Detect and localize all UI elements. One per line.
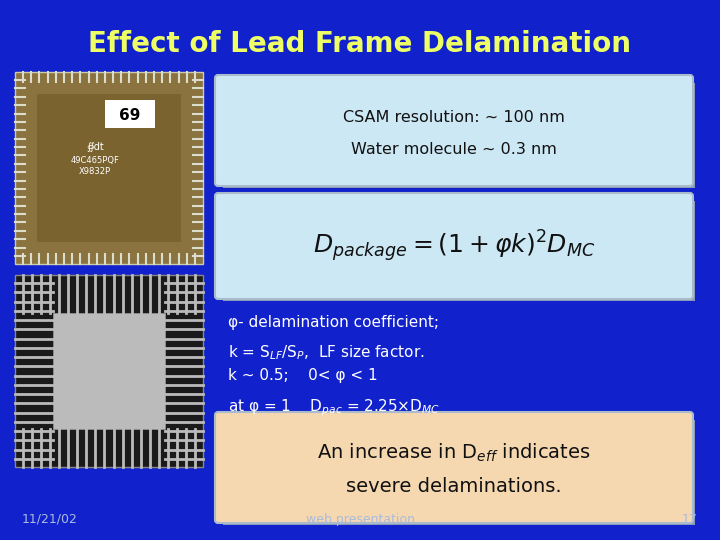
Text: k = S$_{LF}$/S$_{P}$,  LF size factor.: k = S$_{LF}$/S$_{P}$, LF size factor. bbox=[228, 343, 425, 362]
Bar bbox=[105, 100, 155, 128]
Text: at φ = 1    D$_{pac}$ = 2.25×D$_{MC}$: at φ = 1 D$_{pac}$ = 2.25×D$_{MC}$ bbox=[228, 397, 440, 417]
FancyBboxPatch shape bbox=[215, 75, 693, 186]
Bar bbox=[53, 313, 165, 429]
FancyBboxPatch shape bbox=[215, 193, 693, 299]
Bar bbox=[223, 83, 695, 188]
Bar bbox=[37, 94, 181, 242]
Text: $D_{package} = \left(1 + \varphi k\right)^2 D_{MC}$: $D_{package} = \left(1 + \varphi k\right… bbox=[312, 228, 595, 264]
FancyBboxPatch shape bbox=[215, 412, 693, 523]
Text: Effect of Lead Frame Delamination: Effect of Lead Frame Delamination bbox=[89, 30, 631, 58]
Text: ∯dt: ∯dt bbox=[86, 142, 104, 152]
Text: k ~ 0.5;    0< φ < 1: k ~ 0.5; 0< φ < 1 bbox=[228, 368, 377, 383]
Text: 11/21/02: 11/21/02 bbox=[22, 513, 78, 526]
Text: φ- delamination coefficient;: φ- delamination coefficient; bbox=[228, 315, 439, 330]
Text: 49C465PQF: 49C465PQF bbox=[71, 156, 120, 165]
Bar bbox=[15, 72, 203, 264]
Text: 69: 69 bbox=[120, 109, 140, 124]
Bar bbox=[223, 201, 695, 301]
Text: severe delaminations.: severe delaminations. bbox=[346, 477, 562, 496]
Text: Water molecule ~ 0.3 nm: Water molecule ~ 0.3 nm bbox=[351, 143, 557, 158]
Text: web presentation: web presentation bbox=[305, 513, 415, 526]
Text: X9832P: X9832P bbox=[79, 167, 111, 177]
Text: CSAM resolution: ~ 100 nm: CSAM resolution: ~ 100 nm bbox=[343, 111, 565, 125]
Text: An increase in D$_{eff}$ indicates: An increase in D$_{eff}$ indicates bbox=[317, 442, 591, 464]
Bar bbox=[223, 420, 695, 525]
Text: 17: 17 bbox=[682, 513, 698, 526]
Bar bbox=[15, 275, 203, 467]
